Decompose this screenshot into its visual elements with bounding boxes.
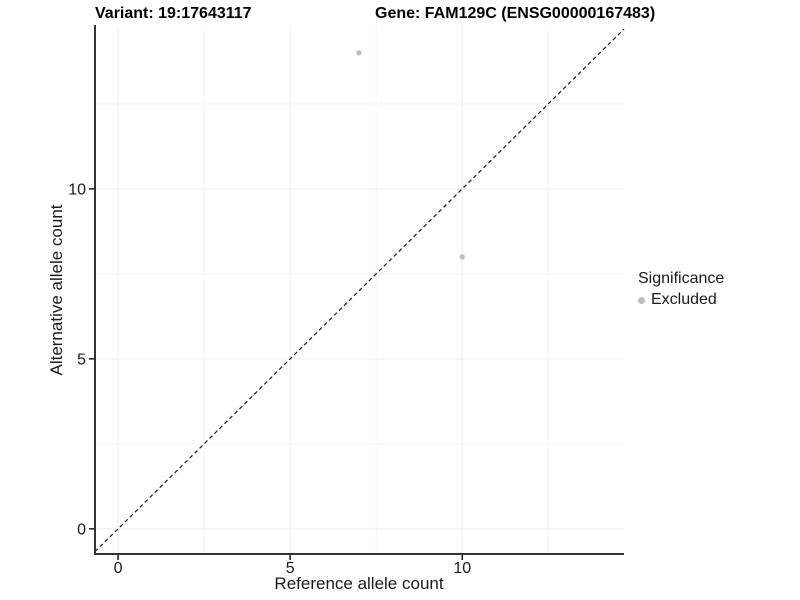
legend-items: Excluded bbox=[638, 291, 724, 309]
data-point bbox=[356, 50, 362, 56]
legend-point-icon bbox=[638, 296, 645, 304]
legend: Significance Excluded bbox=[638, 270, 724, 309]
x-tick-label: 5 bbox=[286, 560, 295, 577]
identity-reference-line bbox=[94, 28, 625, 553]
x-axis-title: Reference allele count bbox=[274, 574, 444, 593]
legend-item: Excluded bbox=[638, 291, 724, 309]
data-point bbox=[459, 254, 465, 260]
y-axis-title: Alternative allele count bbox=[47, 204, 66, 376]
x-tick-label: 10 bbox=[453, 560, 471, 577]
y-tick-label: 0 bbox=[77, 521, 86, 538]
legend-item-label: Excluded bbox=[651, 291, 717, 308]
y-tick-label: 10 bbox=[68, 181, 86, 198]
x-tick-label: 0 bbox=[114, 560, 123, 577]
gene-title: Gene: FAM129C (ENSG00000167483) bbox=[375, 5, 656, 22]
legend-title: Significance bbox=[638, 270, 725, 287]
variant-title: Variant: 19:17643117 bbox=[95, 5, 252, 22]
y-tick-label: 5 bbox=[77, 351, 86, 368]
